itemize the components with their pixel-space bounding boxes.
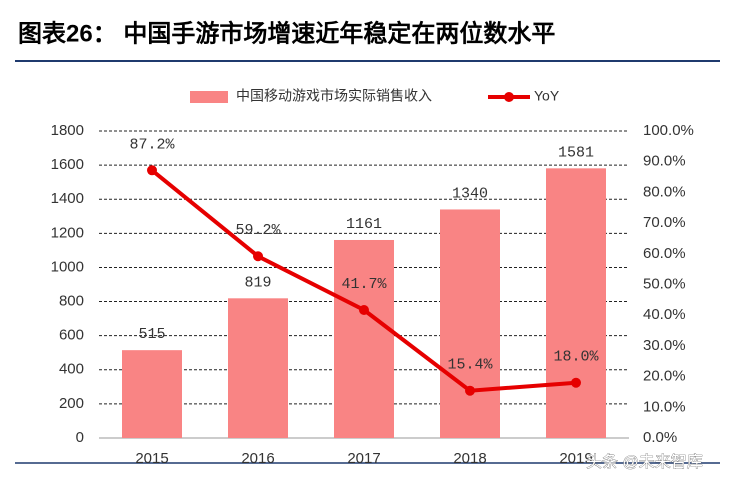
bar-value-label: 1581 <box>558 144 594 161</box>
y2-tick-label: 10.0% <box>643 398 686 415</box>
bar <box>334 239 394 438</box>
bar-value-label: 819 <box>244 274 271 291</box>
y-tick-label: 800 <box>59 293 84 310</box>
y-tick-label: 1800 <box>51 122 84 139</box>
y2-tick-label: 100.0% <box>643 122 694 139</box>
y-tick-label: 400 <box>59 361 84 378</box>
bar-value-label: 1340 <box>452 185 488 202</box>
line-marker <box>465 385 475 396</box>
line-value-label: 18.0% <box>553 349 599 366</box>
y2-tick-label: 20.0% <box>643 368 686 385</box>
chart-title: 图表26： 中国手游市场增速近年稳定在两位数水平 <box>18 19 555 47</box>
legend-swatch <box>190 91 228 103</box>
line-value-label: 15.4% <box>447 357 493 374</box>
x-tick-label: 2019 <box>559 450 592 467</box>
legend-label: YoY <box>534 88 560 104</box>
line-marker <box>253 251 263 262</box>
y2-tick-label: 0.0% <box>643 429 677 446</box>
legend-label: 中国移动游戏市场实际销售收入 <box>236 88 432 104</box>
line-marker <box>571 377 581 388</box>
bar-value-label: 1161 <box>346 216 382 233</box>
x-tick-label: 2016 <box>241 450 274 467</box>
bar <box>122 350 182 438</box>
line-value-label: 59.2% <box>235 222 281 239</box>
line-marker <box>147 165 157 176</box>
x-tick-label: 2018 <box>453 450 486 467</box>
line-value-label: 41.7% <box>341 276 387 293</box>
y2-tick-label: 90.0% <box>643 153 686 170</box>
bar <box>440 209 500 438</box>
y2-tick-label: 80.0% <box>643 183 686 200</box>
y-tick-label: 1600 <box>51 156 84 173</box>
watermark: 头条 @未来智库 <box>586 453 703 471</box>
bar <box>546 168 606 438</box>
y2-tick-label: 40.0% <box>643 306 686 323</box>
x-tick-label: 2015 <box>135 450 168 467</box>
line-marker <box>359 304 369 315</box>
legend-swatch-marker <box>504 92 514 102</box>
y-tick-label: 1000 <box>51 258 84 275</box>
y2-tick-label: 70.0% <box>643 214 686 231</box>
y2-tick-label: 30.0% <box>643 337 686 354</box>
y-tick-label: 1200 <box>51 224 84 241</box>
y2-tick-label: 50.0% <box>643 275 686 292</box>
x-tick-label: 2017 <box>347 450 380 467</box>
bar <box>228 298 288 438</box>
y-tick-label: 1400 <box>51 190 84 207</box>
y-tick-label: 200 <box>59 395 84 412</box>
y-tick-label: 0 <box>76 429 84 446</box>
bar-value-label: 515 <box>138 326 165 343</box>
y2-tick-label: 60.0% <box>643 245 686 262</box>
y-tick-label: 600 <box>59 327 84 344</box>
line-value-label: 87.2% <box>129 136 175 153</box>
